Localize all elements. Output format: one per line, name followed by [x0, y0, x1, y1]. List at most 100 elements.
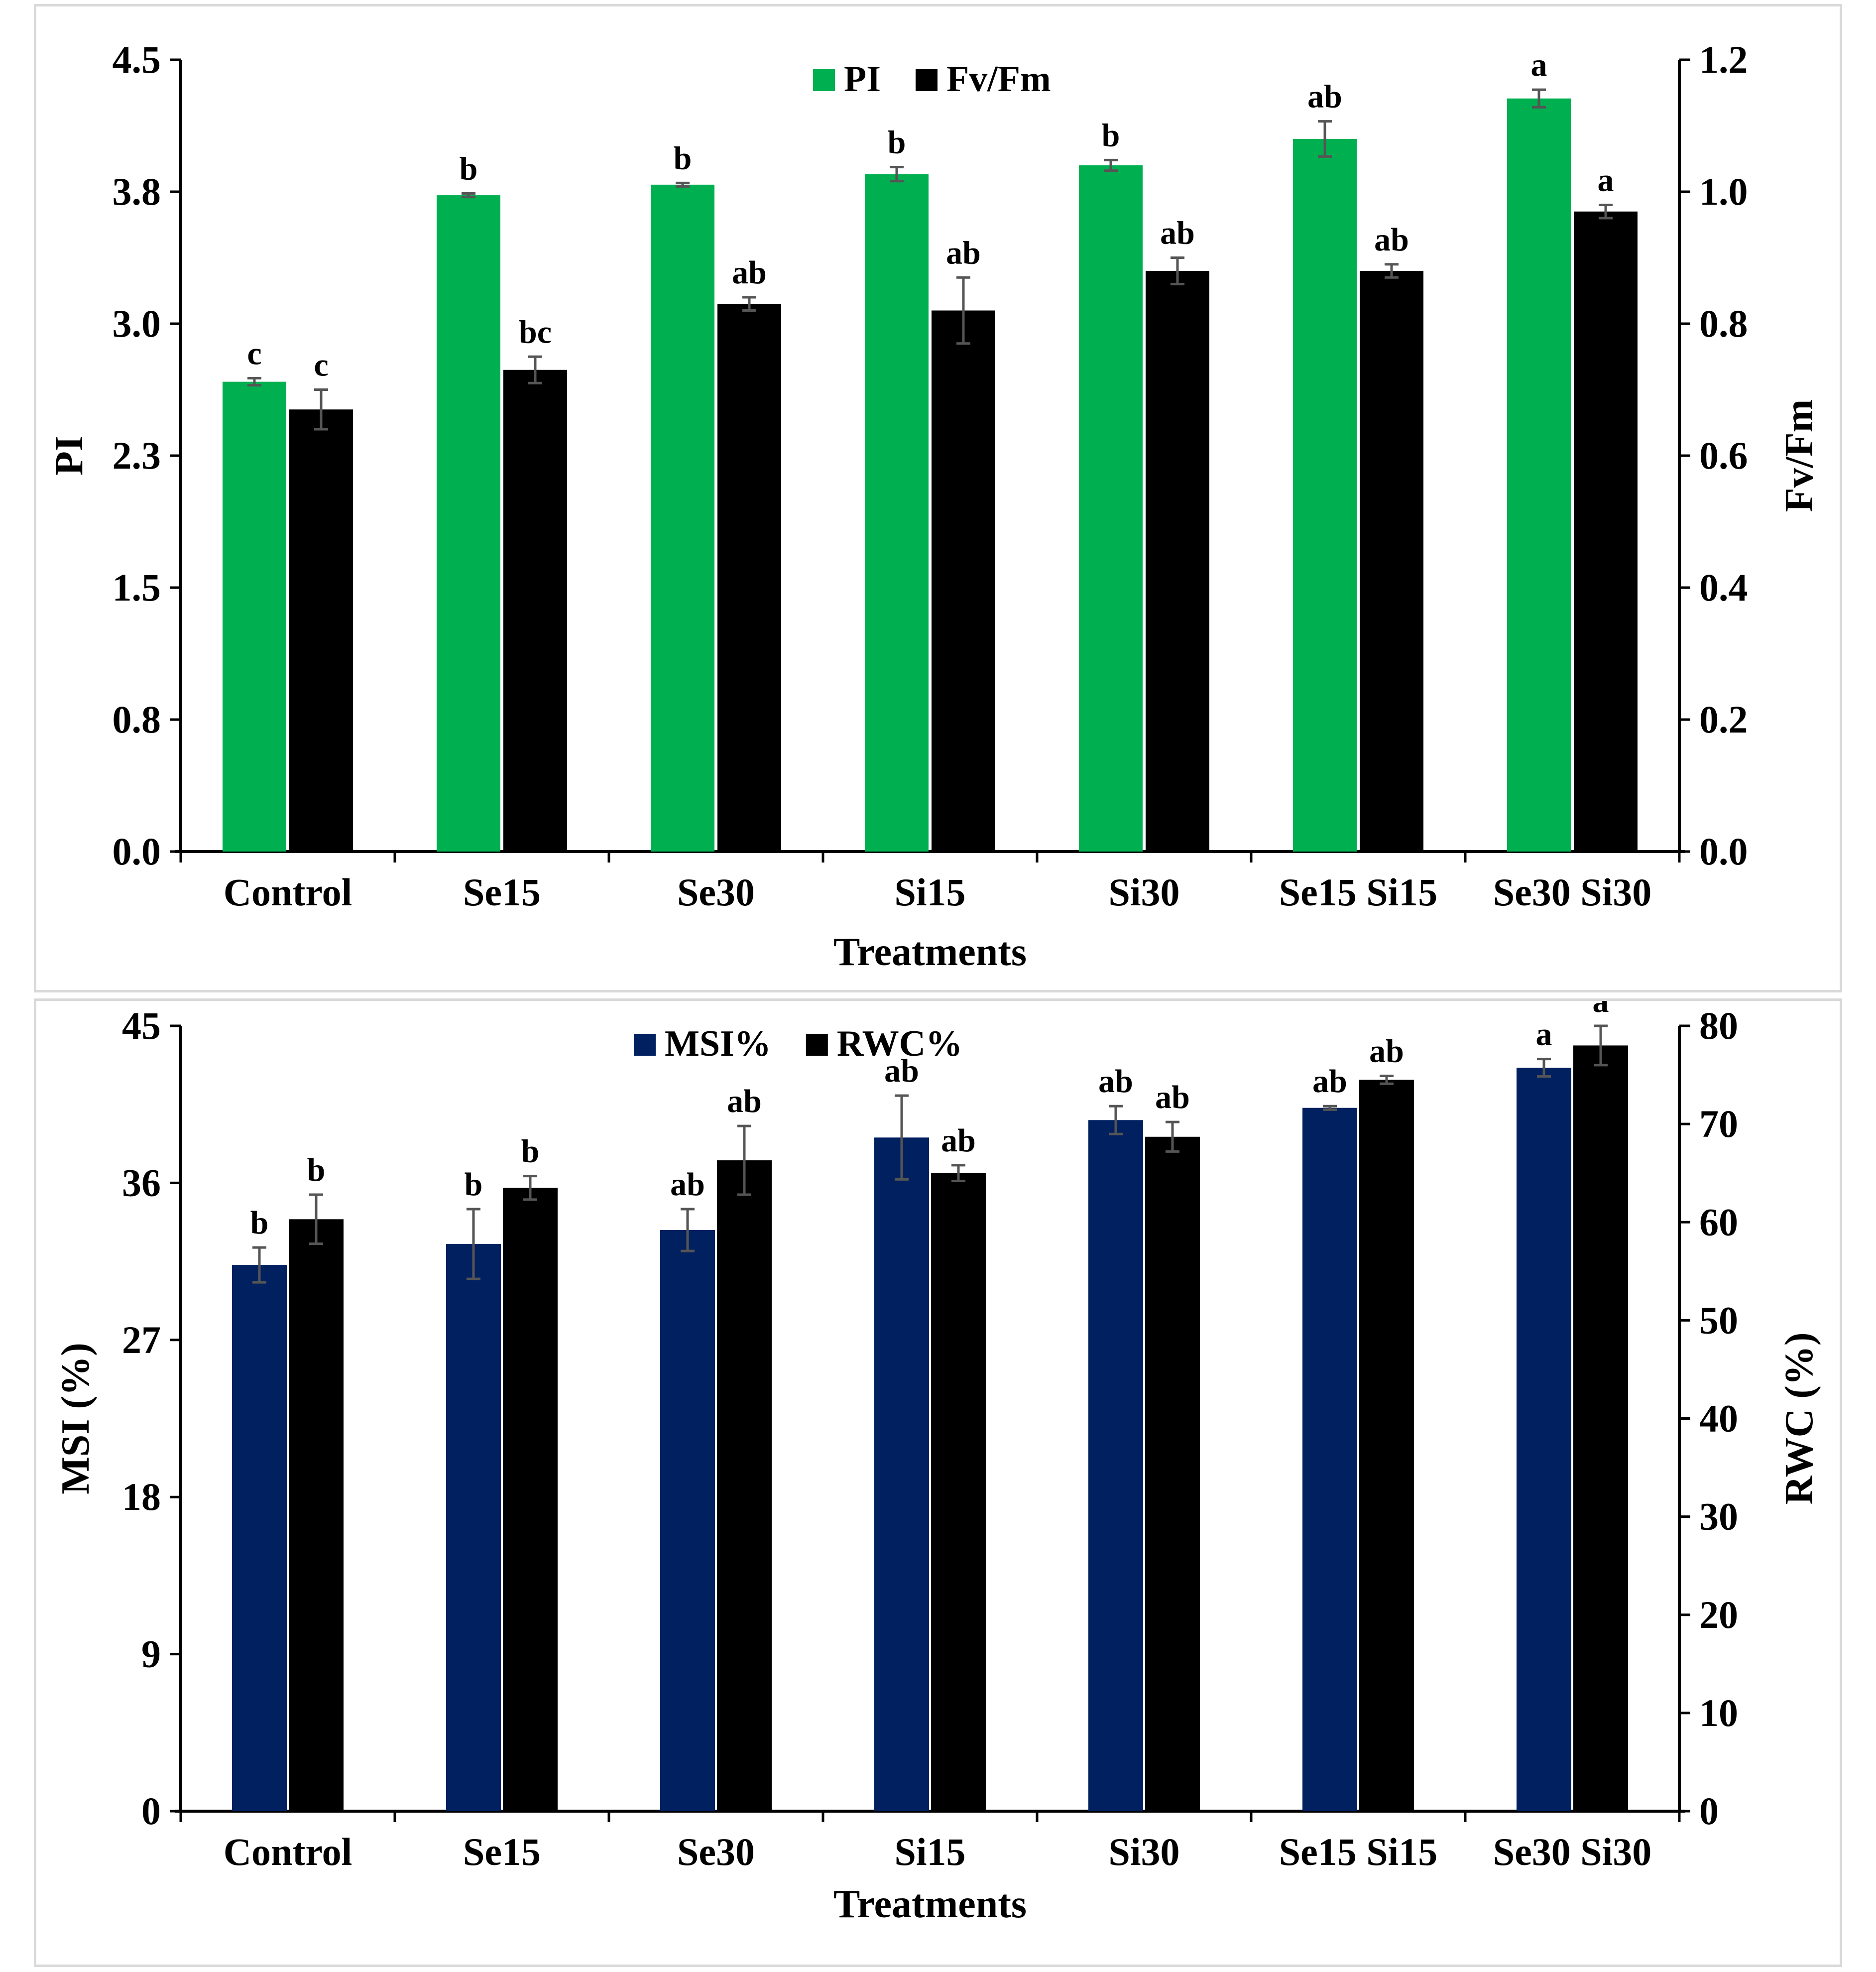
msi-chart-right-tick-label: 80	[1699, 1004, 1738, 1047]
pi-chart-legend-label: Fv/Fm	[946, 59, 1051, 100]
pi-chart-right-tick-label: 0.6	[1699, 434, 1748, 477]
msi-chart-significance-label: ab	[1369, 1033, 1404, 1070]
pi-chart-significance-label: ab	[1307, 79, 1342, 115]
pi-chart-bar-pi	[223, 381, 286, 852]
pi-chart-right-tick-label: 1.0	[1699, 170, 1748, 213]
msi-chart-left-tick-label: 45	[122, 1004, 161, 1047]
msi-chart-bar-rwc	[1145, 1136, 1200, 1811]
msi-chart-category-label: Si15	[894, 1830, 965, 1873]
msi-chart-right-tick-label: 0	[1699, 1789, 1719, 1833]
pi-chart-bar-fvfm	[1360, 271, 1423, 852]
pi-chart-legend-label: PI	[844, 59, 881, 100]
msi-chart-bar-rwc	[717, 1160, 772, 1811]
msi-chart-right-tick-label: 30	[1699, 1495, 1738, 1538]
msi-chart-right-tick-label: 60	[1699, 1200, 1738, 1243]
pi-chart-significance-label: c	[314, 347, 328, 383]
pi-chart-bar-pi	[651, 184, 714, 852]
msi-chart-significance-label: b	[465, 1166, 483, 1203]
pi-chart-significance-label: ab	[946, 235, 981, 271]
msi-chart-significance-label: ab	[727, 1083, 762, 1119]
msi-chart-significance-label: a	[1536, 1016, 1552, 1053]
pi-chart-legend-swatch	[813, 69, 835, 91]
msi-chart-bar-msi	[1302, 1108, 1357, 1811]
pi-chart-category-label: Control	[224, 870, 352, 914]
chart-pi-fvfm: 0.0 0.8 1.5 2.3 3.0 3.8 4.5 0.0 0.2 0.4 0.6 0.8 1.0 1…	[47, 38, 1821, 974]
msi-chart-legend-swatch	[806, 1034, 828, 1056]
pi-chart-category-label: Se30	[677, 870, 755, 914]
pi-chart-left-tick-label: 2.3	[113, 434, 161, 477]
msi-chart-right-tick-label: 10	[1699, 1691, 1738, 1734]
msi-chart-significance-label: ab	[1312, 1063, 1347, 1100]
msi-chart-bar-rwc	[931, 1173, 986, 1811]
pi-chart-bar-pi	[1293, 139, 1357, 852]
msi-chart-legend-label: MSI%	[665, 1023, 771, 1064]
pi-chart-left-axis-title: PI	[47, 436, 91, 476]
pi-chart-significance-label: ab	[1374, 222, 1409, 258]
pi-chart-left-tick-label: 1.5	[113, 566, 161, 609]
msi-chart-left-axis-title: MSI (%)	[54, 1343, 98, 1494]
msi-chart-category-label: Si30	[1108, 1830, 1179, 1873]
pi-chart-bar-fvfm	[503, 370, 567, 852]
msi-chart-significance-label: ab	[670, 1166, 705, 1203]
pi-chart-significance-label: bc	[519, 314, 552, 350]
msi-chart-bar-rwc	[503, 1188, 558, 1811]
pi-chart-x-axis-title: Treatments	[833, 930, 1027, 974]
pi-chart-category-label: Se15 Si15	[1279, 870, 1438, 914]
pi-chart-bar-fvfm	[717, 304, 781, 852]
msi-chart-legend-swatch	[634, 1034, 656, 1056]
msi-chart-bar-rwc	[289, 1219, 344, 1811]
pi-chart-significance-label: a	[1531, 47, 1547, 83]
msi-chart-right-tick-label: 70	[1699, 1102, 1738, 1145]
msi-chart-significance-label: b	[250, 1205, 269, 1241]
pi-chart-left-tick-label: 0.8	[113, 698, 161, 741]
msi-chart-category-label: Se15 Si15	[1279, 1830, 1438, 1873]
pi-chart-category-label: Si30	[1108, 870, 1179, 914]
msi-chart-category-label: Se30 Si30	[1493, 1830, 1652, 1873]
msi-chart-left-tick-label: 0	[141, 1789, 161, 1833]
msi-chart-bar-msi	[1517, 1068, 1571, 1811]
msi-chart-significance-label: ab	[1098, 1063, 1133, 1100]
pi-chart-legend-swatch	[916, 69, 938, 91]
msi-chart-significance-label: b	[521, 1133, 540, 1170]
chart-panel-pi-fvfm: 0.0 0.8 1.5 2.3 3.0 3.8 4.5 0.0 0.2 0.4 0.6 0.8 1.0 1…	[34, 4, 1842, 992]
msi-chart-bar-rwc	[1359, 1080, 1414, 1811]
pi-chart-bar-fvfm	[289, 409, 353, 852]
pi-chart-right-axis-title: Fv/Fm	[1777, 399, 1821, 512]
pi-chart-right-tick-label: 0.8	[1699, 302, 1748, 345]
msi-chart-left-tick-label: 36	[122, 1161, 161, 1204]
pi-chart-significance-label: ab	[1160, 215, 1195, 251]
msi-chart-significance-label: ab	[1155, 1079, 1190, 1115]
msi-chart-right-tick-label: 40	[1699, 1397, 1738, 1440]
msi-chart-category-label: Se15	[463, 1830, 541, 1873]
pi-chart-category-label: Si15	[894, 870, 965, 914]
msi-chart-legend-label: RWC%	[837, 1023, 962, 1064]
pi-chart-right-tick-label: 1.2	[1699, 38, 1748, 81]
pi-chart-category-label: Se15	[463, 870, 541, 914]
pi-chart-significance-label: b	[1102, 117, 1120, 153]
msi-chart-significance-label: b	[307, 1152, 326, 1188]
pi-chart-bar-fvfm	[932, 310, 995, 852]
msi-chart-bar-msi	[874, 1137, 929, 1811]
pi-chart-right-tick-label: 0.0	[1699, 830, 1748, 873]
msi-chart-left-tick-label: 18	[122, 1475, 161, 1518]
chart-panel-msi-rwc: 0 9 18 27 36 45 0 10 20 30 40 50 60 70 80 Control Se15 Se…	[34, 998, 1842, 1967]
pi-chart-significance-label: a	[1598, 162, 1614, 199]
pi-chart-significance-label: c	[247, 336, 261, 372]
pi-chart-bar-pi	[1507, 98, 1571, 852]
pi-chart-left-tick-label: 0.0	[113, 830, 161, 873]
pi-chart-bar-pi	[1079, 165, 1143, 852]
msi-chart-left-tick-label: 9	[141, 1632, 161, 1676]
msi-chart-bar-msi	[232, 1265, 287, 1811]
msi-chart-significance-label: ab	[884, 1053, 919, 1089]
msi-chart-category-label: Se30	[677, 1830, 755, 1873]
pi-chart-significance-label: ab	[732, 254, 767, 291]
msi-chart-right-axis-title: RWC (%)	[1777, 1332, 1821, 1504]
msi-chart-x-axis-title: Treatments	[833, 1882, 1027, 1926]
msi-chart-category-label: Control	[224, 1830, 352, 1873]
msi-chart-bar-msi	[660, 1230, 715, 1811]
pi-chart-bar-fvfm	[1146, 271, 1209, 852]
pi-chart-category-label: Se30 Si30	[1493, 870, 1652, 914]
pi-chart-bar-pi	[437, 195, 500, 852]
pi-chart-bar-pi	[865, 174, 929, 852]
pi-chart-right-tick-label: 0.4	[1699, 566, 1748, 609]
